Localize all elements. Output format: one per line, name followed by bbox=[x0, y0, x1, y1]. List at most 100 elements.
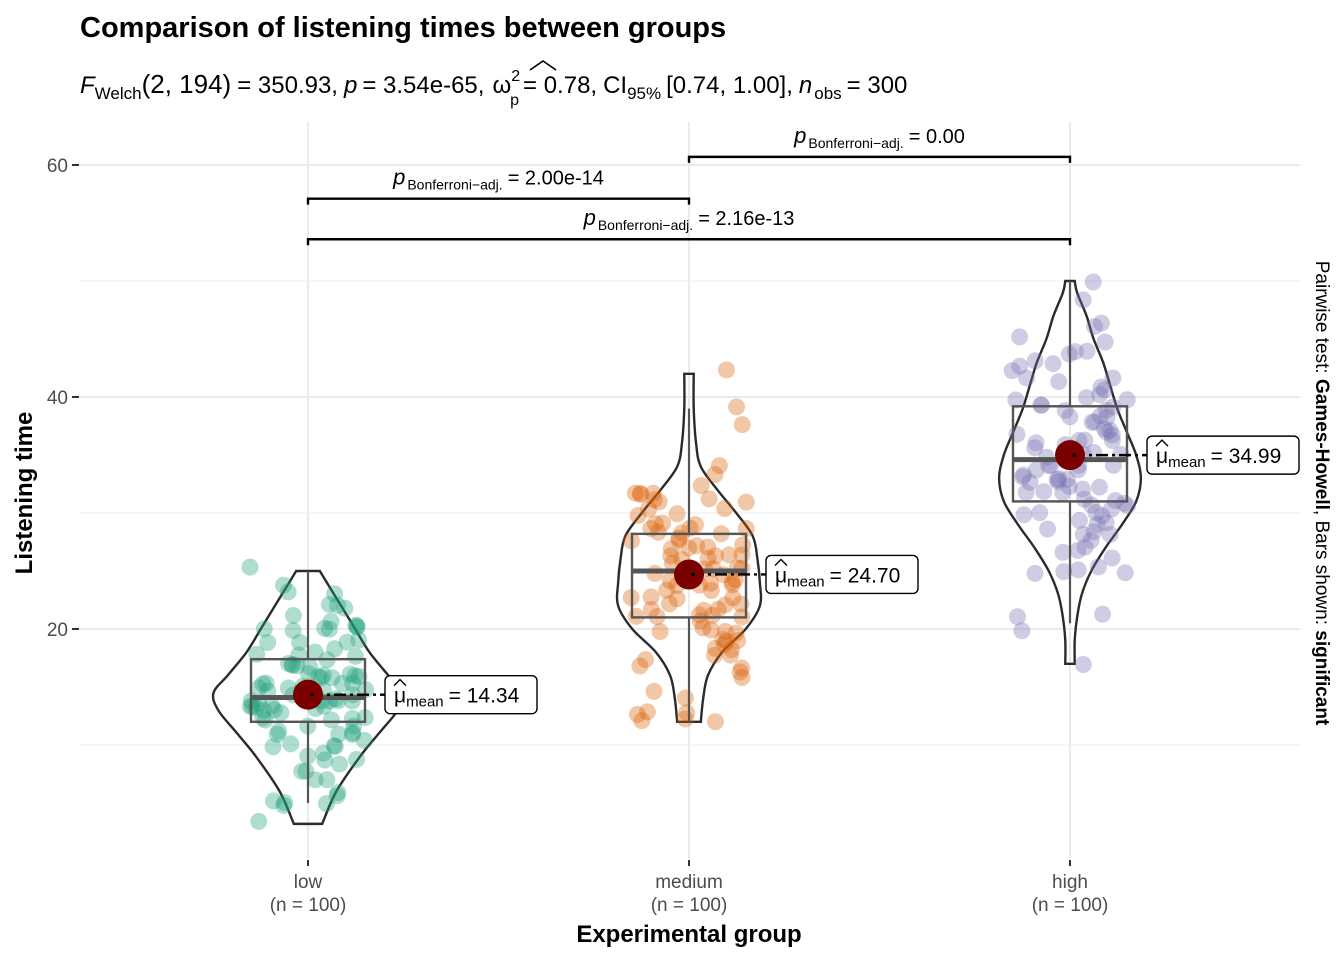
data-point bbox=[702, 574, 720, 592]
data-point bbox=[1087, 504, 1105, 522]
data-point bbox=[329, 784, 347, 802]
data-point bbox=[1098, 408, 1116, 426]
data-point bbox=[705, 646, 723, 664]
data-point bbox=[1097, 514, 1115, 532]
data-point bbox=[1076, 538, 1094, 556]
bracket-p-symbol: p bbox=[583, 205, 596, 230]
data-point bbox=[660, 595, 678, 613]
data-point bbox=[706, 466, 724, 484]
caption-shown: significant bbox=[1311, 630, 1332, 726]
data-point bbox=[1011, 328, 1029, 346]
x-axis-title: Experimental group bbox=[576, 921, 801, 948]
chart-subtitle: FWelch(2, 194) = 350.93, p = 3.54e-65, ω2 p= … bbox=[80, 68, 907, 109]
data-point bbox=[336, 599, 354, 617]
mu-hat-icon bbox=[1155, 439, 1169, 447]
caption-test: Games-Howell bbox=[1311, 379, 1332, 510]
data-point bbox=[1050, 373, 1068, 391]
data-point bbox=[1021, 473, 1039, 491]
data-point bbox=[729, 632, 747, 650]
data-point bbox=[703, 606, 721, 624]
data-point bbox=[1007, 391, 1025, 409]
data-point bbox=[1101, 526, 1119, 544]
data-point bbox=[699, 538, 717, 556]
data-point bbox=[646, 515, 664, 533]
data-point bbox=[333, 674, 351, 692]
data-point bbox=[1095, 420, 1113, 438]
data-point bbox=[727, 624, 745, 642]
significance-bracket: p Bonferroni−adj. = 0.00 bbox=[687, 123, 1072, 163]
data-point bbox=[1074, 656, 1092, 674]
x-tick-count-label: (n = 100) bbox=[270, 895, 347, 916]
data-point bbox=[256, 711, 274, 729]
data-point bbox=[1103, 549, 1121, 567]
data-point bbox=[355, 731, 373, 749]
data-point bbox=[702, 621, 720, 639]
data-point bbox=[668, 505, 686, 523]
data-point bbox=[312, 669, 330, 687]
data-point bbox=[338, 633, 356, 651]
data-point bbox=[676, 710, 694, 728]
data-point bbox=[662, 540, 680, 558]
data-point bbox=[1048, 471, 1066, 489]
data-point bbox=[628, 705, 646, 723]
data-point bbox=[633, 712, 651, 730]
data-point bbox=[1026, 439, 1044, 457]
data-point bbox=[650, 493, 668, 511]
data-point bbox=[677, 689, 695, 707]
x-tick-label: high bbox=[1052, 872, 1088, 893]
data-point bbox=[1073, 480, 1091, 498]
data-point bbox=[300, 665, 318, 683]
data-point bbox=[695, 601, 713, 619]
data-point bbox=[723, 576, 741, 594]
data-point bbox=[645, 682, 663, 700]
data-point bbox=[329, 596, 347, 614]
data-point bbox=[343, 725, 361, 743]
data-point bbox=[629, 507, 647, 525]
mean-sub: mean bbox=[1168, 454, 1206, 471]
data-point bbox=[1054, 484, 1072, 502]
data-point bbox=[1032, 396, 1050, 414]
mean-sub: mean bbox=[787, 573, 825, 590]
data-point bbox=[702, 582, 720, 600]
x-tick-label: low bbox=[294, 872, 323, 893]
data-point bbox=[314, 744, 332, 762]
box-low bbox=[249, 657, 367, 723]
bracket-line bbox=[306, 238, 1072, 246]
mean-value: = 14.34 bbox=[449, 685, 520, 708]
data-point bbox=[707, 547, 725, 565]
data-point bbox=[706, 713, 724, 731]
data-point bbox=[279, 583, 297, 601]
data-point bbox=[257, 674, 275, 692]
data-point bbox=[1116, 564, 1134, 582]
data-point bbox=[350, 631, 368, 649]
y-tick-label: 60 bbox=[47, 156, 68, 177]
bracket-line bbox=[306, 197, 691, 205]
chart-title: Comparison of listening times between gr… bbox=[80, 12, 726, 44]
data-point bbox=[680, 539, 698, 557]
data-point bbox=[631, 484, 649, 502]
data-point bbox=[688, 537, 706, 555]
data-point bbox=[654, 514, 672, 532]
subtitle-stat-sub: Welch bbox=[95, 84, 142, 103]
data-point bbox=[638, 703, 656, 721]
data-point bbox=[717, 361, 735, 379]
bracket-p-sub: Bonferroni−adj. bbox=[598, 217, 693, 233]
subtitle-p-value: = 3.54e-65, bbox=[362, 72, 484, 99]
subtitle-p-symbol: p bbox=[343, 72, 357, 99]
data-point bbox=[1086, 317, 1104, 335]
data-point bbox=[1008, 608, 1026, 626]
data-point bbox=[347, 616, 365, 634]
data-point bbox=[1093, 507, 1111, 525]
data-point bbox=[662, 547, 680, 565]
data-point bbox=[720, 546, 738, 564]
data-point bbox=[1085, 523, 1103, 541]
data-point bbox=[1085, 443, 1103, 461]
data-point bbox=[346, 667, 364, 685]
data-point bbox=[288, 657, 306, 675]
data-point bbox=[1026, 564, 1044, 582]
caption-middle: , Bars shown: bbox=[1311, 510, 1332, 630]
data-point bbox=[1118, 391, 1136, 409]
data-point bbox=[1076, 431, 1094, 449]
brackets-layer: p Bonferroni−adj. = 2.00e-14p Bonferroni−ad… bbox=[306, 123, 1072, 246]
data-point bbox=[722, 646, 740, 664]
